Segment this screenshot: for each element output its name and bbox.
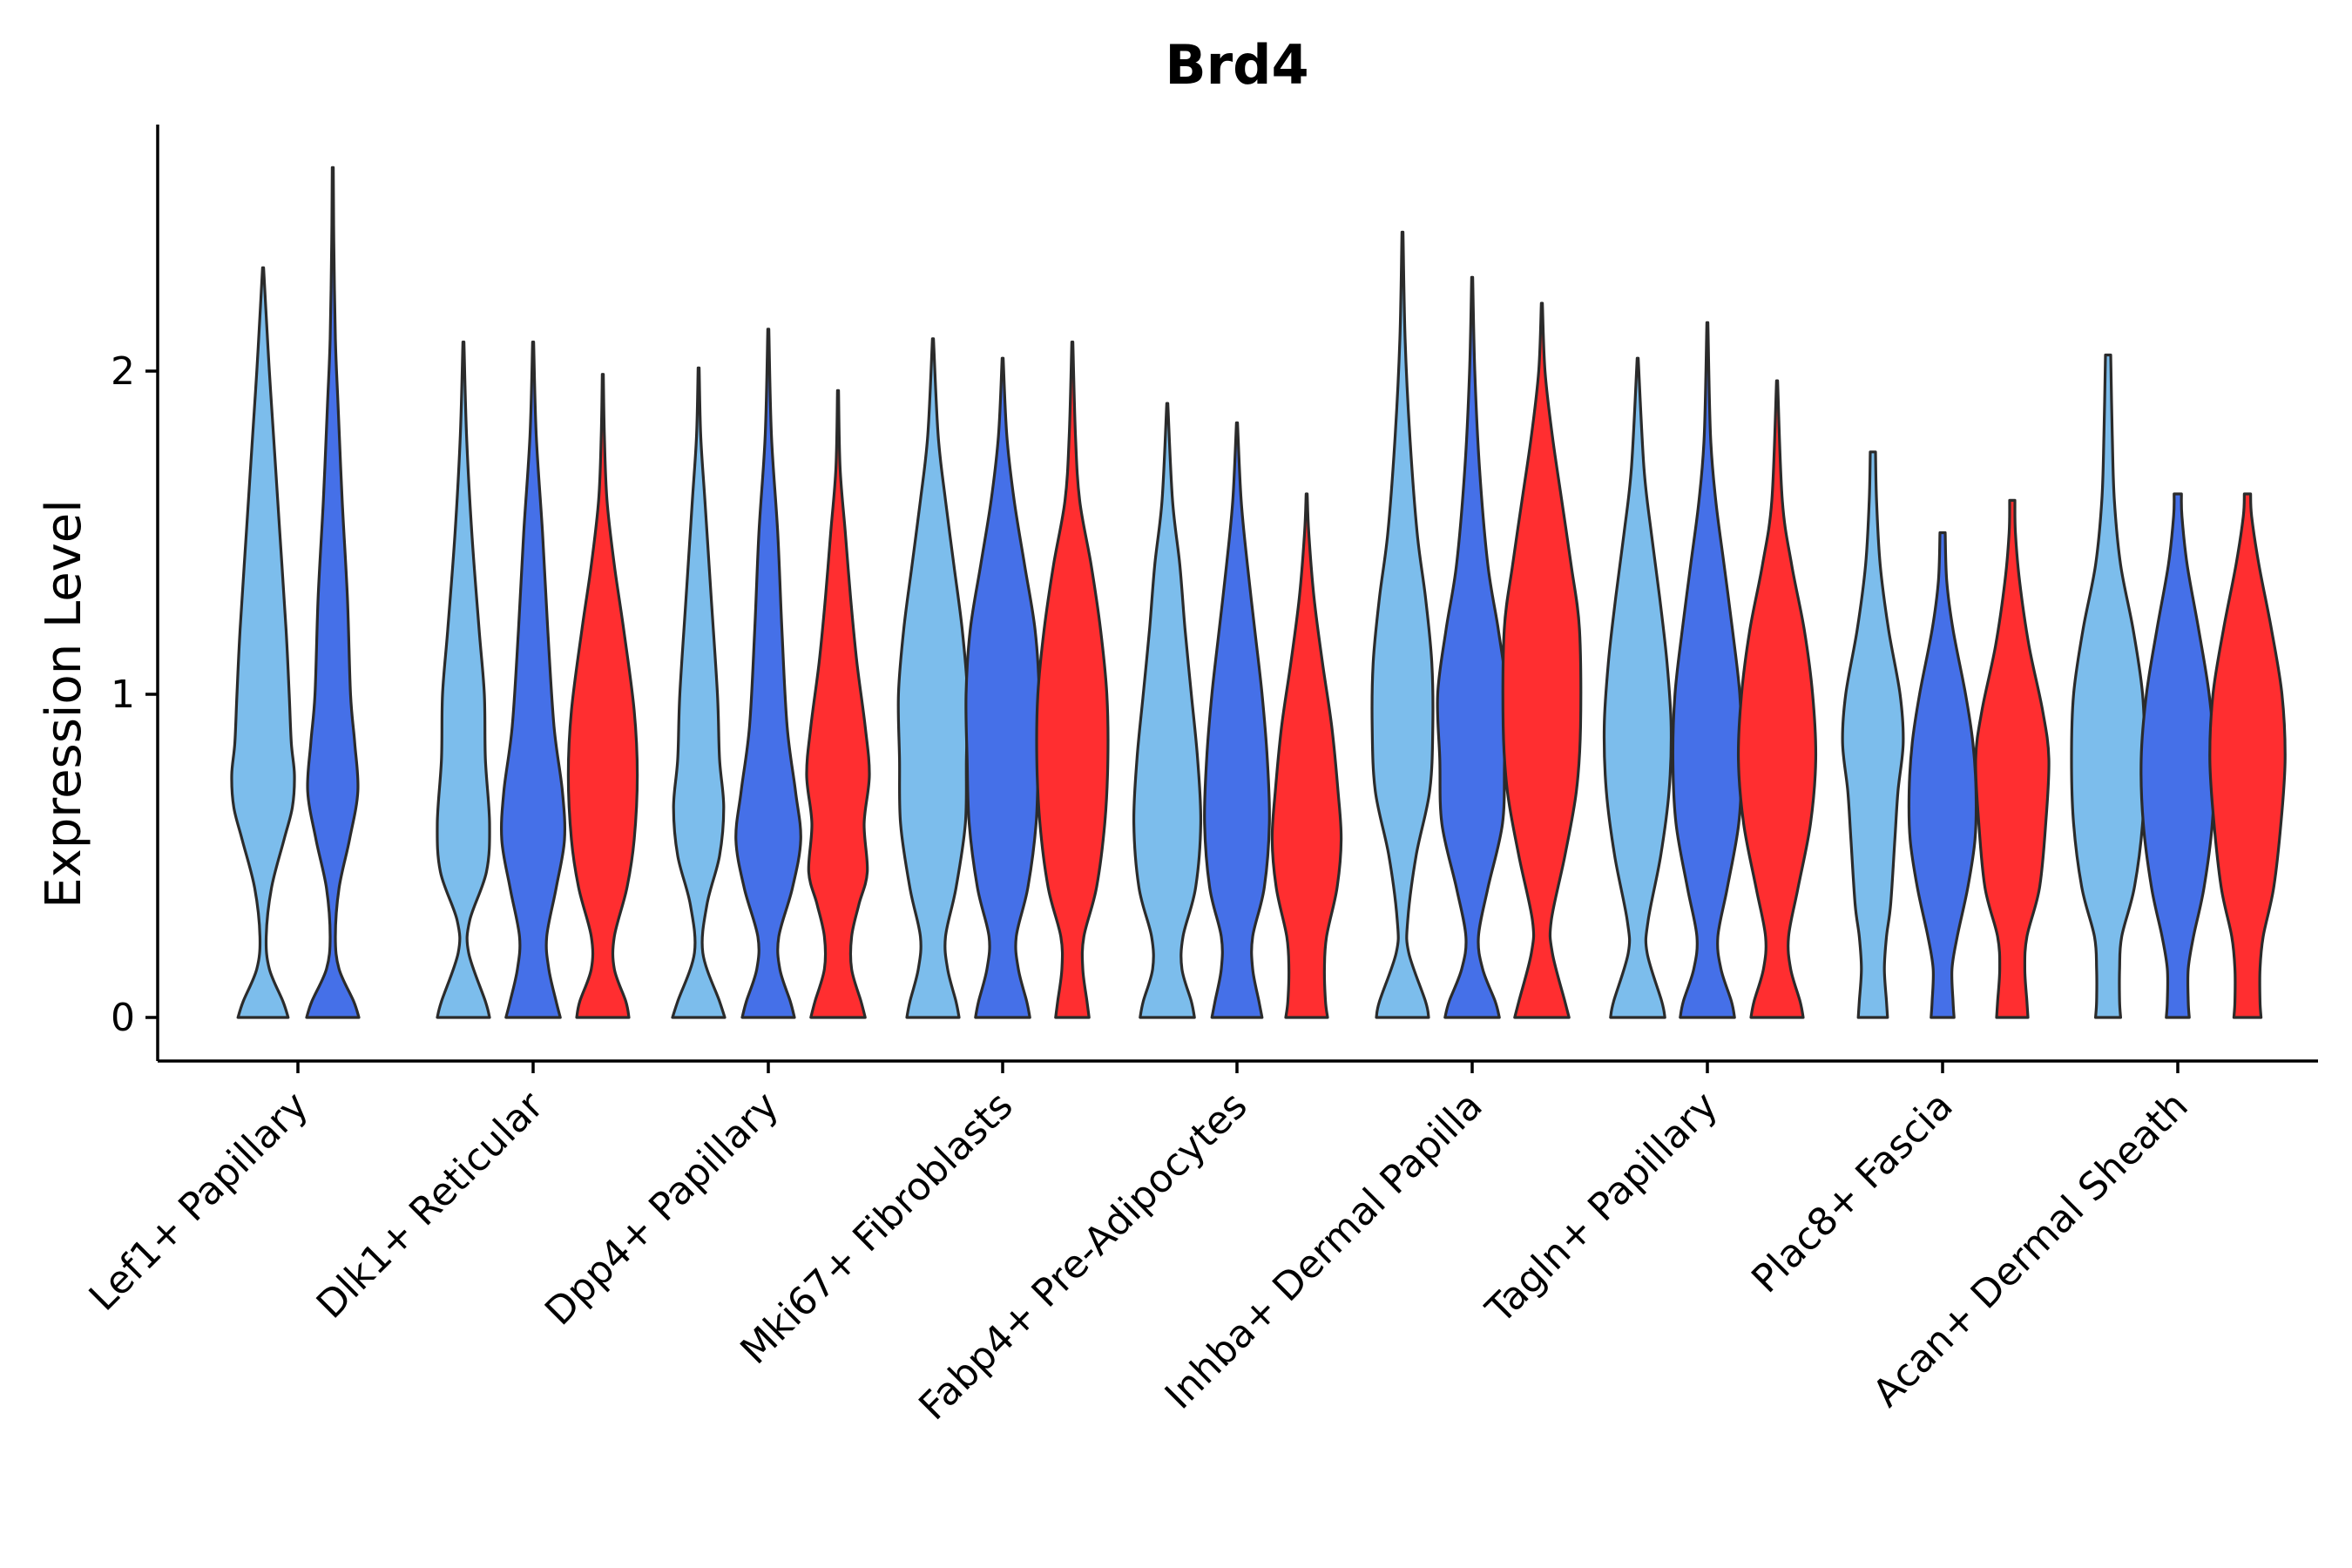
- violin-1-1: [230, 266, 296, 1019]
- violin-7-2: [1671, 321, 1744, 1019]
- violin-6-3: [1501, 301, 1583, 1019]
- y-axis-label: Expression Level: [36, 499, 92, 909]
- violin-3-2: [734, 328, 802, 1019]
- violin-3-1: [671, 366, 727, 1019]
- violin-4-3: [1035, 341, 1110, 1019]
- x-tick-label: Dlk1+ Reticular: [308, 1083, 553, 1328]
- violin-2-2: [499, 341, 567, 1019]
- violin-8-2: [1907, 531, 1978, 1019]
- violin-9-1: [2070, 353, 2146, 1019]
- y-tick-label: 0: [111, 996, 135, 1040]
- violin-9-2: [2139, 492, 2216, 1019]
- violin-9-3: [2208, 492, 2287, 1019]
- violin-5-3: [1270, 492, 1343, 1019]
- violin-2-3: [566, 373, 639, 1019]
- violin-4-1: [896, 337, 970, 1019]
- violin-5-1: [1132, 402, 1203, 1019]
- violins: [230, 166, 2287, 1019]
- x-tick-label: Tagln+ Papillary: [1477, 1084, 1727, 1333]
- violin-7-3: [1736, 379, 1818, 1019]
- violin-5-2: [1203, 421, 1271, 1019]
- violin-6-2: [1436, 275, 1509, 1019]
- x-tick-label: Dpp4+ Papillary: [537, 1084, 787, 1335]
- violin-1-2: [305, 166, 361, 1019]
- y-ticks: 0 1 2: [111, 349, 158, 1040]
- violin-8-1: [1841, 450, 1905, 1019]
- x-tick-label: Lef1+ Papillary: [81, 1084, 317, 1320]
- y-tick-label: 1: [111, 672, 135, 717]
- x-tick-label: Plac8+ Fascia: [1743, 1084, 1962, 1302]
- violin-2-1: [436, 341, 491, 1019]
- violin-8-3: [1974, 498, 2051, 1019]
- violin-6-1: [1370, 230, 1435, 1019]
- chart-title: Brd4: [1165, 33, 1308, 97]
- violin-4-2: [964, 356, 1041, 1019]
- violin-7-1: [1602, 356, 1673, 1019]
- violin-3-3: [805, 389, 871, 1019]
- y-tick-label: 2: [111, 349, 135, 394]
